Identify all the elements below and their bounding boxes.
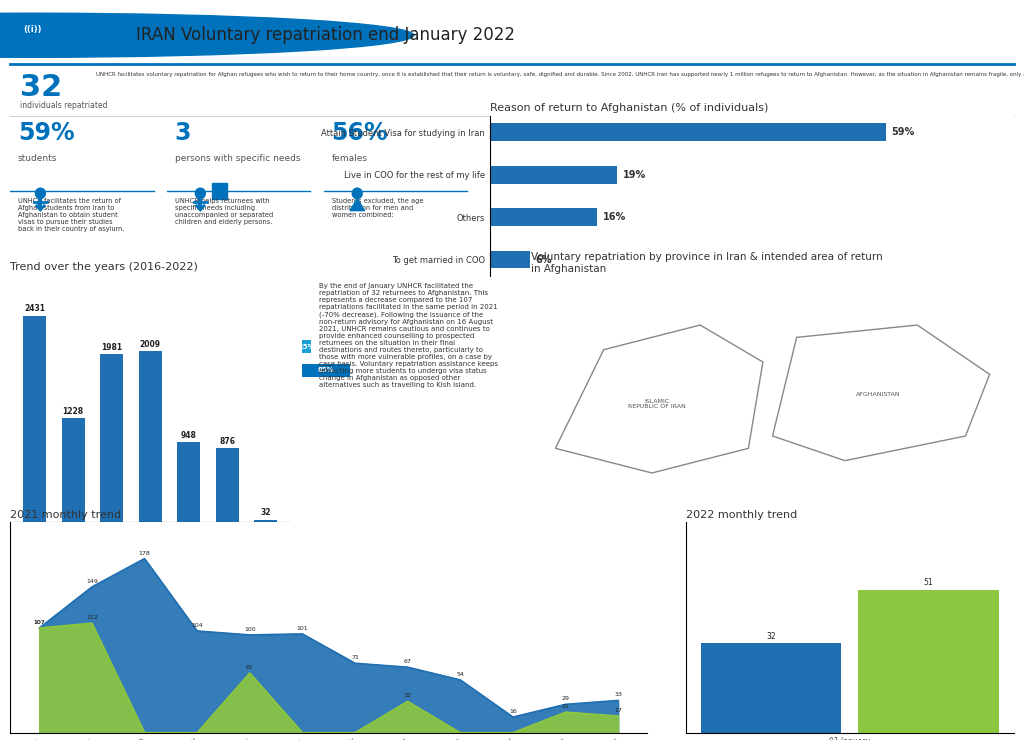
Polygon shape (350, 198, 365, 211)
Text: By the end of January UNHCR facilitated the
repatriation of 32 returnees to Afgh: By the end of January UNHCR facilitated … (319, 283, 499, 388)
Text: 29: 29 (561, 696, 569, 702)
Bar (177, 442, 201, 522)
Bar (254, 519, 278, 522)
Text: 51: 51 (924, 579, 934, 588)
Text: UNHCR facilitates voluntary repatriation for Afghan refugees who wish to return : UNHCR facilitates voluntary repatriation… (95, 72, 1024, 76)
Text: Trend over the years (2016-2022): Trend over the years (2016-2022) (10, 262, 198, 272)
Text: 16: 16 (509, 709, 517, 714)
Text: 2009: 2009 (139, 340, 161, 349)
Text: 15%: 15% (298, 343, 314, 349)
Bar (489, 208, 597, 226)
Text: 61: 61 (246, 665, 254, 670)
Bar (700, 643, 841, 733)
Text: Reason of return to Afghanistan (% of individuals): Reason of return to Afghanistan (% of in… (489, 103, 768, 112)
Text: 32: 32 (766, 632, 775, 641)
Bar (302, 364, 350, 377)
Text: ISLAMIC
REPUBLIC OF IRAN: ISLAMIC REPUBLIC OF IRAN (628, 399, 686, 409)
Text: 2431: 2431 (24, 304, 45, 314)
Text: 56%: 56% (332, 121, 388, 145)
Text: 1228: 1228 (62, 407, 84, 416)
Text: 71: 71 (351, 655, 359, 660)
Text: females: females (332, 155, 368, 164)
Text: 33: 33 (614, 693, 623, 697)
Circle shape (196, 188, 206, 198)
Circle shape (0, 13, 414, 57)
Circle shape (36, 188, 45, 198)
Text: 1981: 1981 (101, 343, 122, 352)
Text: 16%: 16% (602, 212, 626, 222)
Bar (489, 251, 530, 269)
Bar (61, 418, 85, 522)
Text: 178: 178 (138, 551, 151, 556)
Text: IRAN Voluntary repatriation end January 2022: IRAN Voluntary repatriation end January … (135, 26, 515, 44)
Text: 104: 104 (191, 623, 203, 628)
Text: 149: 149 (86, 579, 97, 584)
Bar (302, 340, 310, 353)
Text: persons with specific needs: persons with specific needs (175, 155, 300, 164)
Text: UNHCR helps returnees with
specific needs including
unaccompanied or separated
c: UNHCR helps returnees with specific need… (175, 198, 273, 224)
Bar (138, 352, 162, 522)
Text: UNHCR: UNHCR (57, 16, 129, 34)
Text: Students excluded, the age
distribution for men and
women combined:: Students excluded, the age distribution … (332, 198, 423, 218)
Bar (858, 590, 998, 733)
Bar (489, 166, 617, 184)
Bar (23, 315, 46, 522)
Text: 67: 67 (403, 659, 412, 664)
Text: 112: 112 (86, 615, 97, 620)
Text: 100: 100 (244, 627, 256, 632)
Text: ((i)): ((i)) (24, 25, 42, 34)
Text: 32: 32 (260, 508, 271, 517)
Bar (216, 448, 239, 522)
Text: Voluntary repatriation by province in Iran & intended area of return
in Afghanis: Voluntary repatriation by province in Ir… (531, 252, 883, 274)
Text: 19%: 19% (623, 169, 646, 180)
Text: UNHCR facilitates the return of
Afghan students from Iran to
Afghanistan to obta: UNHCR facilitates the return of Afghan s… (17, 198, 124, 232)
Text: 948: 948 (181, 431, 197, 440)
Bar (100, 354, 123, 522)
Text: 107: 107 (34, 620, 45, 625)
Text: 32: 32 (403, 693, 412, 699)
Text: 17: 17 (614, 708, 622, 713)
Text: 21: 21 (561, 704, 569, 709)
Text: 3: 3 (175, 121, 191, 145)
Text: students: students (17, 155, 57, 164)
Text: 876: 876 (219, 437, 236, 445)
Text: 85%: 85% (317, 368, 335, 374)
Text: 54: 54 (457, 672, 464, 677)
Text: AFGHANISTAN: AFGHANISTAN (856, 391, 901, 397)
Bar (212, 184, 227, 199)
Text: 32: 32 (20, 73, 62, 102)
Text: individuals repatriated: individuals repatriated (20, 101, 108, 110)
Text: 2021 monthly trend: 2021 monthly trend (10, 510, 122, 520)
Text: آژانس پناهندگان سازمان ملل متحد: آژانس پناهندگان سازمان ملل متحد (57, 45, 171, 53)
Text: 59%: 59% (17, 121, 75, 145)
Circle shape (352, 188, 362, 198)
Text: 107: 107 (34, 620, 45, 625)
Bar (489, 124, 886, 141)
Text: 2022 monthly trend: 2022 monthly trend (686, 510, 797, 520)
Text: 6%: 6% (536, 255, 552, 265)
Text: 101: 101 (297, 626, 308, 631)
Text: 59%: 59% (892, 127, 914, 138)
